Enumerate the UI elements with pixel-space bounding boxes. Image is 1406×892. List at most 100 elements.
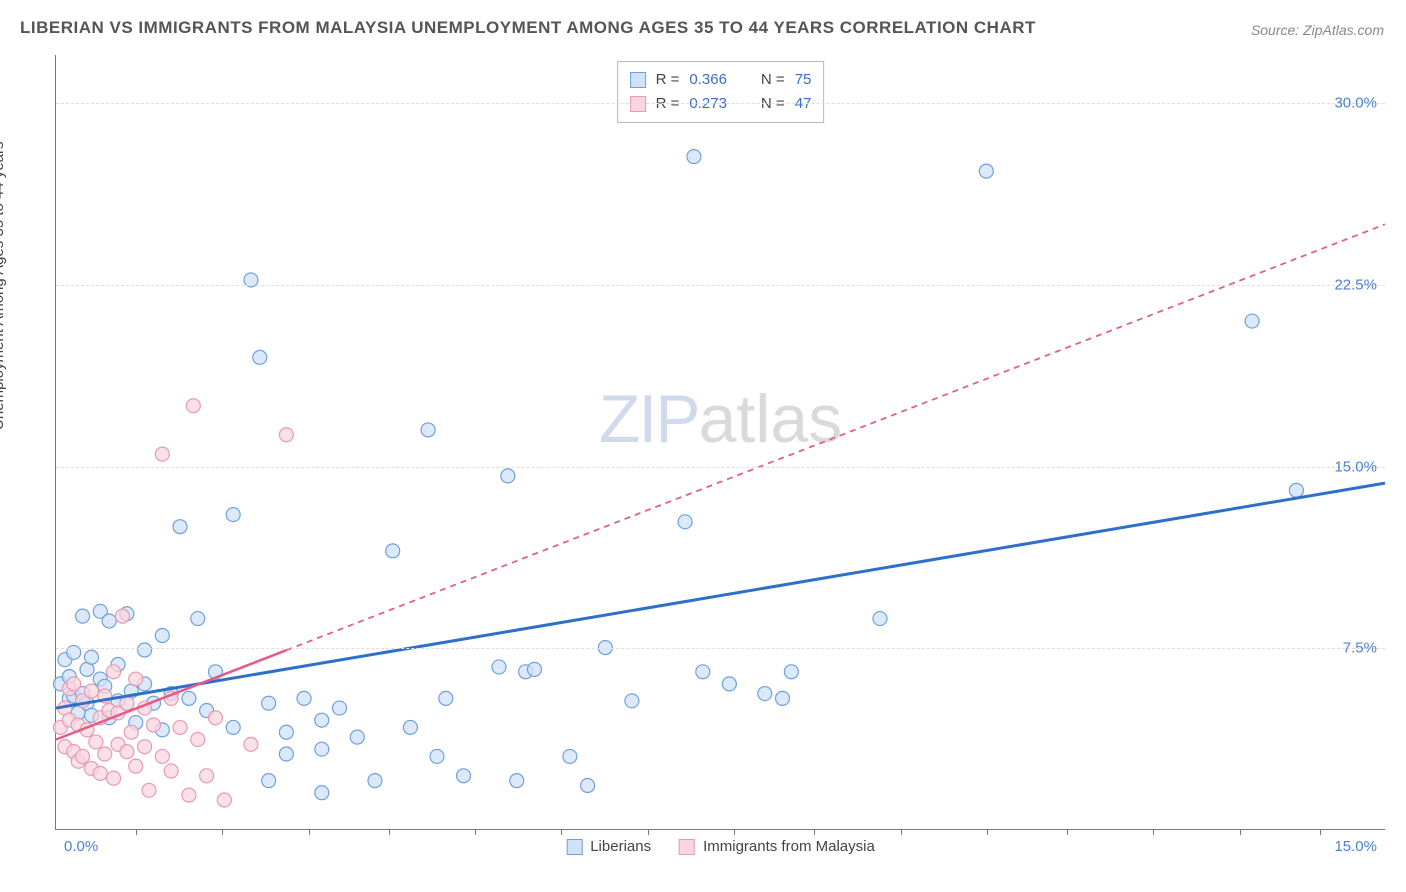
scatter-point [527, 662, 541, 676]
scatter-point [124, 725, 138, 739]
legend-swatch [630, 72, 646, 88]
scatter-point [84, 684, 98, 698]
scatter-point [226, 508, 240, 522]
scatter-point [129, 672, 143, 686]
scatter-point [457, 769, 471, 783]
scatter-point [186, 399, 200, 413]
scatter-point [138, 740, 152, 754]
scatter-point [386, 544, 400, 558]
scatter-point [403, 720, 417, 734]
source-label: Source: ZipAtlas.com [1251, 22, 1384, 38]
scatter-point [173, 520, 187, 534]
scatter-point [107, 665, 121, 679]
scatter-point [1289, 483, 1303, 497]
scatter-point [581, 778, 595, 792]
x-tick [901, 829, 902, 835]
x-tick [1240, 829, 1241, 835]
scatter-point [315, 786, 329, 800]
scatter-point [563, 749, 577, 763]
scatter-point [368, 774, 382, 788]
scatter-point [84, 650, 98, 664]
chart-title: LIBERIAN VS IMMIGRANTS FROM MALAYSIA UNE… [20, 18, 1036, 38]
legend-swatch [566, 839, 582, 855]
chart-svg [56, 55, 1385, 829]
scatter-point [155, 447, 169, 461]
x-tick [389, 829, 390, 835]
x-tick [814, 829, 815, 835]
stats-box: R =0.366N =75R =0.273N =47 [617, 61, 825, 123]
scatter-point [164, 764, 178, 778]
scatter-point [262, 696, 276, 710]
scatter-point [784, 665, 798, 679]
trend-line-dashed [286, 224, 1385, 650]
r-label: R = [656, 68, 680, 92]
gridline [56, 285, 1385, 286]
scatter-point [722, 677, 736, 691]
legend-item: Immigrants from Malaysia [679, 838, 875, 855]
scatter-point [262, 774, 276, 788]
scatter-point [758, 687, 772, 701]
scatter-point [439, 691, 453, 705]
scatter-point [76, 749, 90, 763]
scatter-point [678, 515, 692, 529]
x-tick [734, 829, 735, 835]
x-tick [1153, 829, 1154, 835]
scatter-point [107, 771, 121, 785]
scatter-point [279, 747, 293, 761]
scatter-point [492, 660, 506, 674]
y-tick-label: 15.0% [1334, 458, 1377, 475]
scatter-point [129, 759, 143, 773]
scatter-point [102, 614, 116, 628]
x-tick [648, 829, 649, 835]
scatter-point [115, 609, 129, 623]
scatter-point [315, 713, 329, 727]
plot-area: ZIPatlas R =0.366N =75R =0.273N =47 0.0%… [55, 55, 1385, 830]
scatter-point [696, 665, 710, 679]
scatter-point [279, 428, 293, 442]
scatter-point [430, 749, 444, 763]
gridline [56, 648, 1385, 649]
y-tick-label: 22.5% [1334, 277, 1377, 294]
scatter-point [1245, 314, 1259, 328]
scatter-point [98, 747, 112, 761]
scatter-point [315, 742, 329, 756]
scatter-point [873, 612, 887, 626]
scatter-point [182, 788, 196, 802]
scatter-point [120, 745, 134, 759]
x-tick-max: 15.0% [1334, 838, 1377, 855]
scatter-point [208, 711, 222, 725]
scatter-point [76, 609, 90, 623]
x-tick [987, 829, 988, 835]
scatter-point [421, 423, 435, 437]
scatter-point [138, 643, 152, 657]
legend-label: Liberians [590, 838, 651, 855]
scatter-point [200, 769, 214, 783]
y-tick-label: 7.5% [1343, 640, 1377, 657]
scatter-point [244, 737, 258, 751]
x-tick [136, 829, 137, 835]
legend-item: Liberians [566, 838, 651, 855]
scatter-point [501, 469, 515, 483]
scatter-point [333, 701, 347, 715]
x-tick [561, 829, 562, 835]
legend: Liberians Immigrants from Malaysia [566, 838, 875, 855]
scatter-point [155, 749, 169, 763]
scatter-point [93, 766, 107, 780]
scatter-point [191, 612, 205, 626]
scatter-point [625, 694, 639, 708]
x-tick [1067, 829, 1068, 835]
scatter-point [279, 725, 293, 739]
x-tick [222, 829, 223, 835]
n-value: 75 [795, 68, 812, 92]
scatter-point [142, 783, 156, 797]
scatter-point [350, 730, 364, 744]
scatter-point [979, 164, 993, 178]
y-tick-label: 30.0% [1334, 95, 1377, 112]
legend-swatch [679, 839, 695, 855]
scatter-point [67, 677, 81, 691]
scatter-point [226, 720, 240, 734]
gridline [56, 467, 1385, 468]
scatter-point [89, 735, 103, 749]
r-value: 0.366 [689, 68, 727, 92]
scatter-point [173, 720, 187, 734]
